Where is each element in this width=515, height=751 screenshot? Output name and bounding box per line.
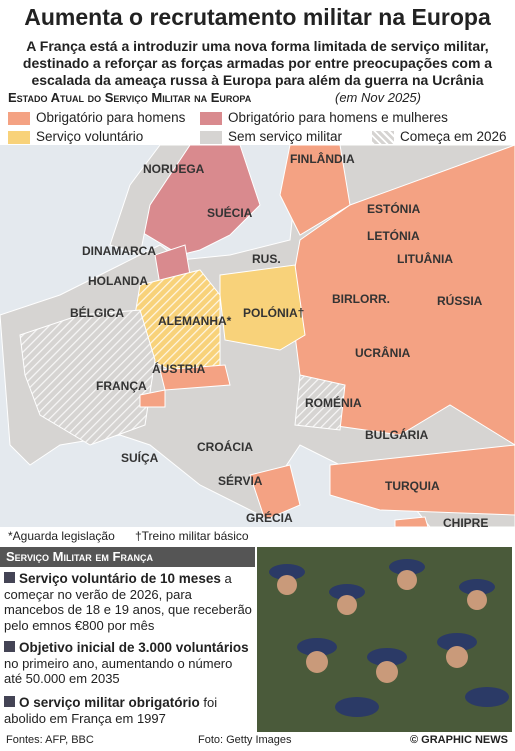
box-item-text: a começar no verão de 2026, para mancebo… [4, 571, 252, 633]
country-label: NORUEGA [143, 162, 205, 176]
legend-swatch [8, 112, 30, 125]
country-label: SUÍÇA [121, 450, 159, 465]
box-heading: Serviço Militar em França [0, 547, 255, 567]
country-label: ESTÓNIA [367, 201, 421, 216]
bullet [4, 641, 15, 652]
country-label: LITUÂNIA [397, 251, 453, 266]
subtitle: A França está a introduzir uma nova form… [22, 38, 493, 88]
legend-swatch [8, 131, 30, 144]
country-label: FRANÇA [96, 379, 147, 393]
legend-swatch [200, 131, 222, 144]
country-label: BÉLGICA [70, 305, 124, 320]
photo-credit: Foto: Getty Images [198, 734, 292, 746]
country-label: CHIPRE [443, 516, 488, 527]
country-label: FINLÂNDIA [290, 151, 355, 166]
legend-swatch [200, 112, 222, 125]
country-label: CROÁCIA [197, 439, 253, 454]
country-label: ROMÉNIA [305, 395, 362, 410]
country-label: SÉRVIA [218, 473, 263, 488]
box-item: Serviço voluntário de 10 meses a começar… [4, 571, 254, 633]
box-item-bold: Serviço voluntário de 10 meses [19, 571, 221, 586]
sources: Fontes: AFP, BBC [6, 734, 94, 746]
legend-swatch [372, 131, 394, 144]
box-item-text: no primeiro ano, aumentando o número até… [4, 655, 233, 687]
country-label: DINAMARCA [82, 244, 156, 258]
box-item-text: foi abolido em França em 1997 [4, 695, 218, 726]
photo [257, 547, 512, 732]
country-label: RUS. [252, 252, 281, 266]
country-label: LETÓNIA [367, 228, 420, 243]
box-item-bold: O serviço militar obrigatório [19, 695, 200, 710]
country-label: ÁUSTRIA [152, 361, 206, 376]
box-item-bold: Objetivo inicial de 3.000 voluntários [19, 640, 249, 655]
credit: © GRAPHIC NEWS [410, 734, 508, 746]
country-label: BULGÁRIA [365, 427, 429, 442]
legend-label: Obrigatório para homens e mulheres [228, 110, 448, 125]
legend-date: (em Nov 2025) [335, 90, 421, 105]
country-label: GRÉCIA [246, 510, 293, 525]
bullet [4, 696, 15, 707]
country-label: BIRLORR. [332, 292, 390, 306]
map: FINLÂNDIA NORUEGA SUÉCIA ESTÓNIA LETÓNIA DINA… [0, 145, 515, 527]
country-label: RÚSSIA [437, 293, 483, 308]
country-label: UCRÂNIA [355, 345, 411, 360]
country-label: SUÉCIA [207, 205, 253, 220]
title: Aumenta o recrutamento militar na Europa [24, 4, 491, 30]
footnote: †Treino militar básico [135, 529, 249, 543]
country-label: ALEMANHA* [158, 314, 232, 328]
box-item: O serviço militar obrigatório foi abolid… [4, 695, 254, 726]
bullet [4, 572, 15, 583]
legend-heading: Estado Atual do Serviço Militar na Europ… [8, 90, 252, 105]
legend-label: Obrigatório para homens [36, 110, 186, 125]
country-label: TURQUIA [385, 479, 440, 493]
footnote: *Aguarda legislação [8, 529, 115, 543]
country-label: POLÓNIA† [243, 305, 304, 320]
legend-label: Serviço voluntário [36, 129, 144, 144]
country-label: HOLANDA [88, 274, 148, 288]
legend-label: Começa em 2026 [400, 129, 507, 144]
legend-label: Sem serviço militar [228, 129, 343, 144]
box-item: Objetivo inicial de 3.000 voluntários no… [4, 640, 254, 687]
